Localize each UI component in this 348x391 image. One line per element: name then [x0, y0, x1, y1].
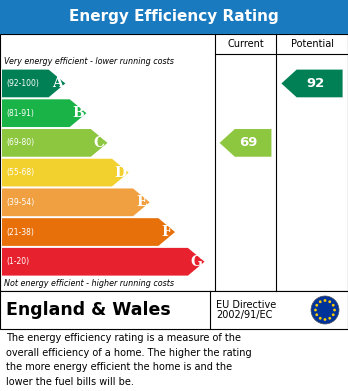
Circle shape	[314, 308, 317, 311]
Text: 69: 69	[239, 136, 258, 149]
Text: (1-20): (1-20)	[6, 257, 29, 266]
Text: Potential: Potential	[291, 39, 333, 49]
Text: (92-100): (92-100)	[6, 79, 39, 88]
Circle shape	[315, 313, 318, 316]
Polygon shape	[2, 159, 129, 187]
Polygon shape	[2, 248, 205, 276]
Text: England & Wales: England & Wales	[6, 301, 171, 319]
Circle shape	[311, 296, 339, 324]
Text: D: D	[114, 166, 126, 179]
Circle shape	[319, 300, 322, 303]
Text: (81-91): (81-91)	[6, 109, 34, 118]
Polygon shape	[2, 129, 108, 157]
Polygon shape	[2, 188, 150, 216]
Polygon shape	[2, 218, 175, 246]
Text: C: C	[94, 136, 105, 150]
Text: Current: Current	[227, 39, 264, 49]
Polygon shape	[2, 70, 65, 97]
Circle shape	[329, 300, 331, 303]
Text: The energy efficiency rating is a measure of the
overall efficiency of a home. T: The energy efficiency rating is a measur…	[6, 334, 252, 387]
Circle shape	[332, 304, 335, 307]
Text: EU Directive: EU Directive	[216, 300, 276, 310]
Circle shape	[332, 313, 335, 316]
Circle shape	[333, 308, 336, 311]
Polygon shape	[2, 99, 86, 127]
Text: 92: 92	[306, 77, 324, 90]
Circle shape	[324, 318, 326, 321]
Bar	[0, 0, 348, 34]
Circle shape	[315, 304, 318, 307]
Polygon shape	[282, 70, 342, 97]
Text: (21-38): (21-38)	[6, 228, 34, 237]
Bar	[0, 291, 348, 329]
Text: Not energy efficient - higher running costs: Not energy efficient - higher running co…	[4, 280, 174, 289]
Circle shape	[324, 299, 326, 302]
Text: (39-54): (39-54)	[6, 198, 34, 207]
Bar	[0, 34, 348, 291]
Text: (55-68): (55-68)	[6, 168, 34, 177]
Text: A: A	[52, 77, 62, 90]
Polygon shape	[220, 129, 271, 157]
Text: Very energy efficient - lower running costs: Very energy efficient - lower running co…	[4, 57, 174, 66]
Text: F: F	[162, 225, 172, 239]
Circle shape	[329, 317, 331, 320]
Text: Energy Efficiency Rating: Energy Efficiency Rating	[69, 9, 279, 25]
Text: G: G	[190, 255, 202, 269]
Text: E: E	[136, 196, 147, 209]
Text: (69-80): (69-80)	[6, 138, 34, 147]
Text: B: B	[72, 106, 84, 120]
Text: 2002/91/EC: 2002/91/EC	[216, 310, 272, 320]
Circle shape	[319, 317, 322, 320]
